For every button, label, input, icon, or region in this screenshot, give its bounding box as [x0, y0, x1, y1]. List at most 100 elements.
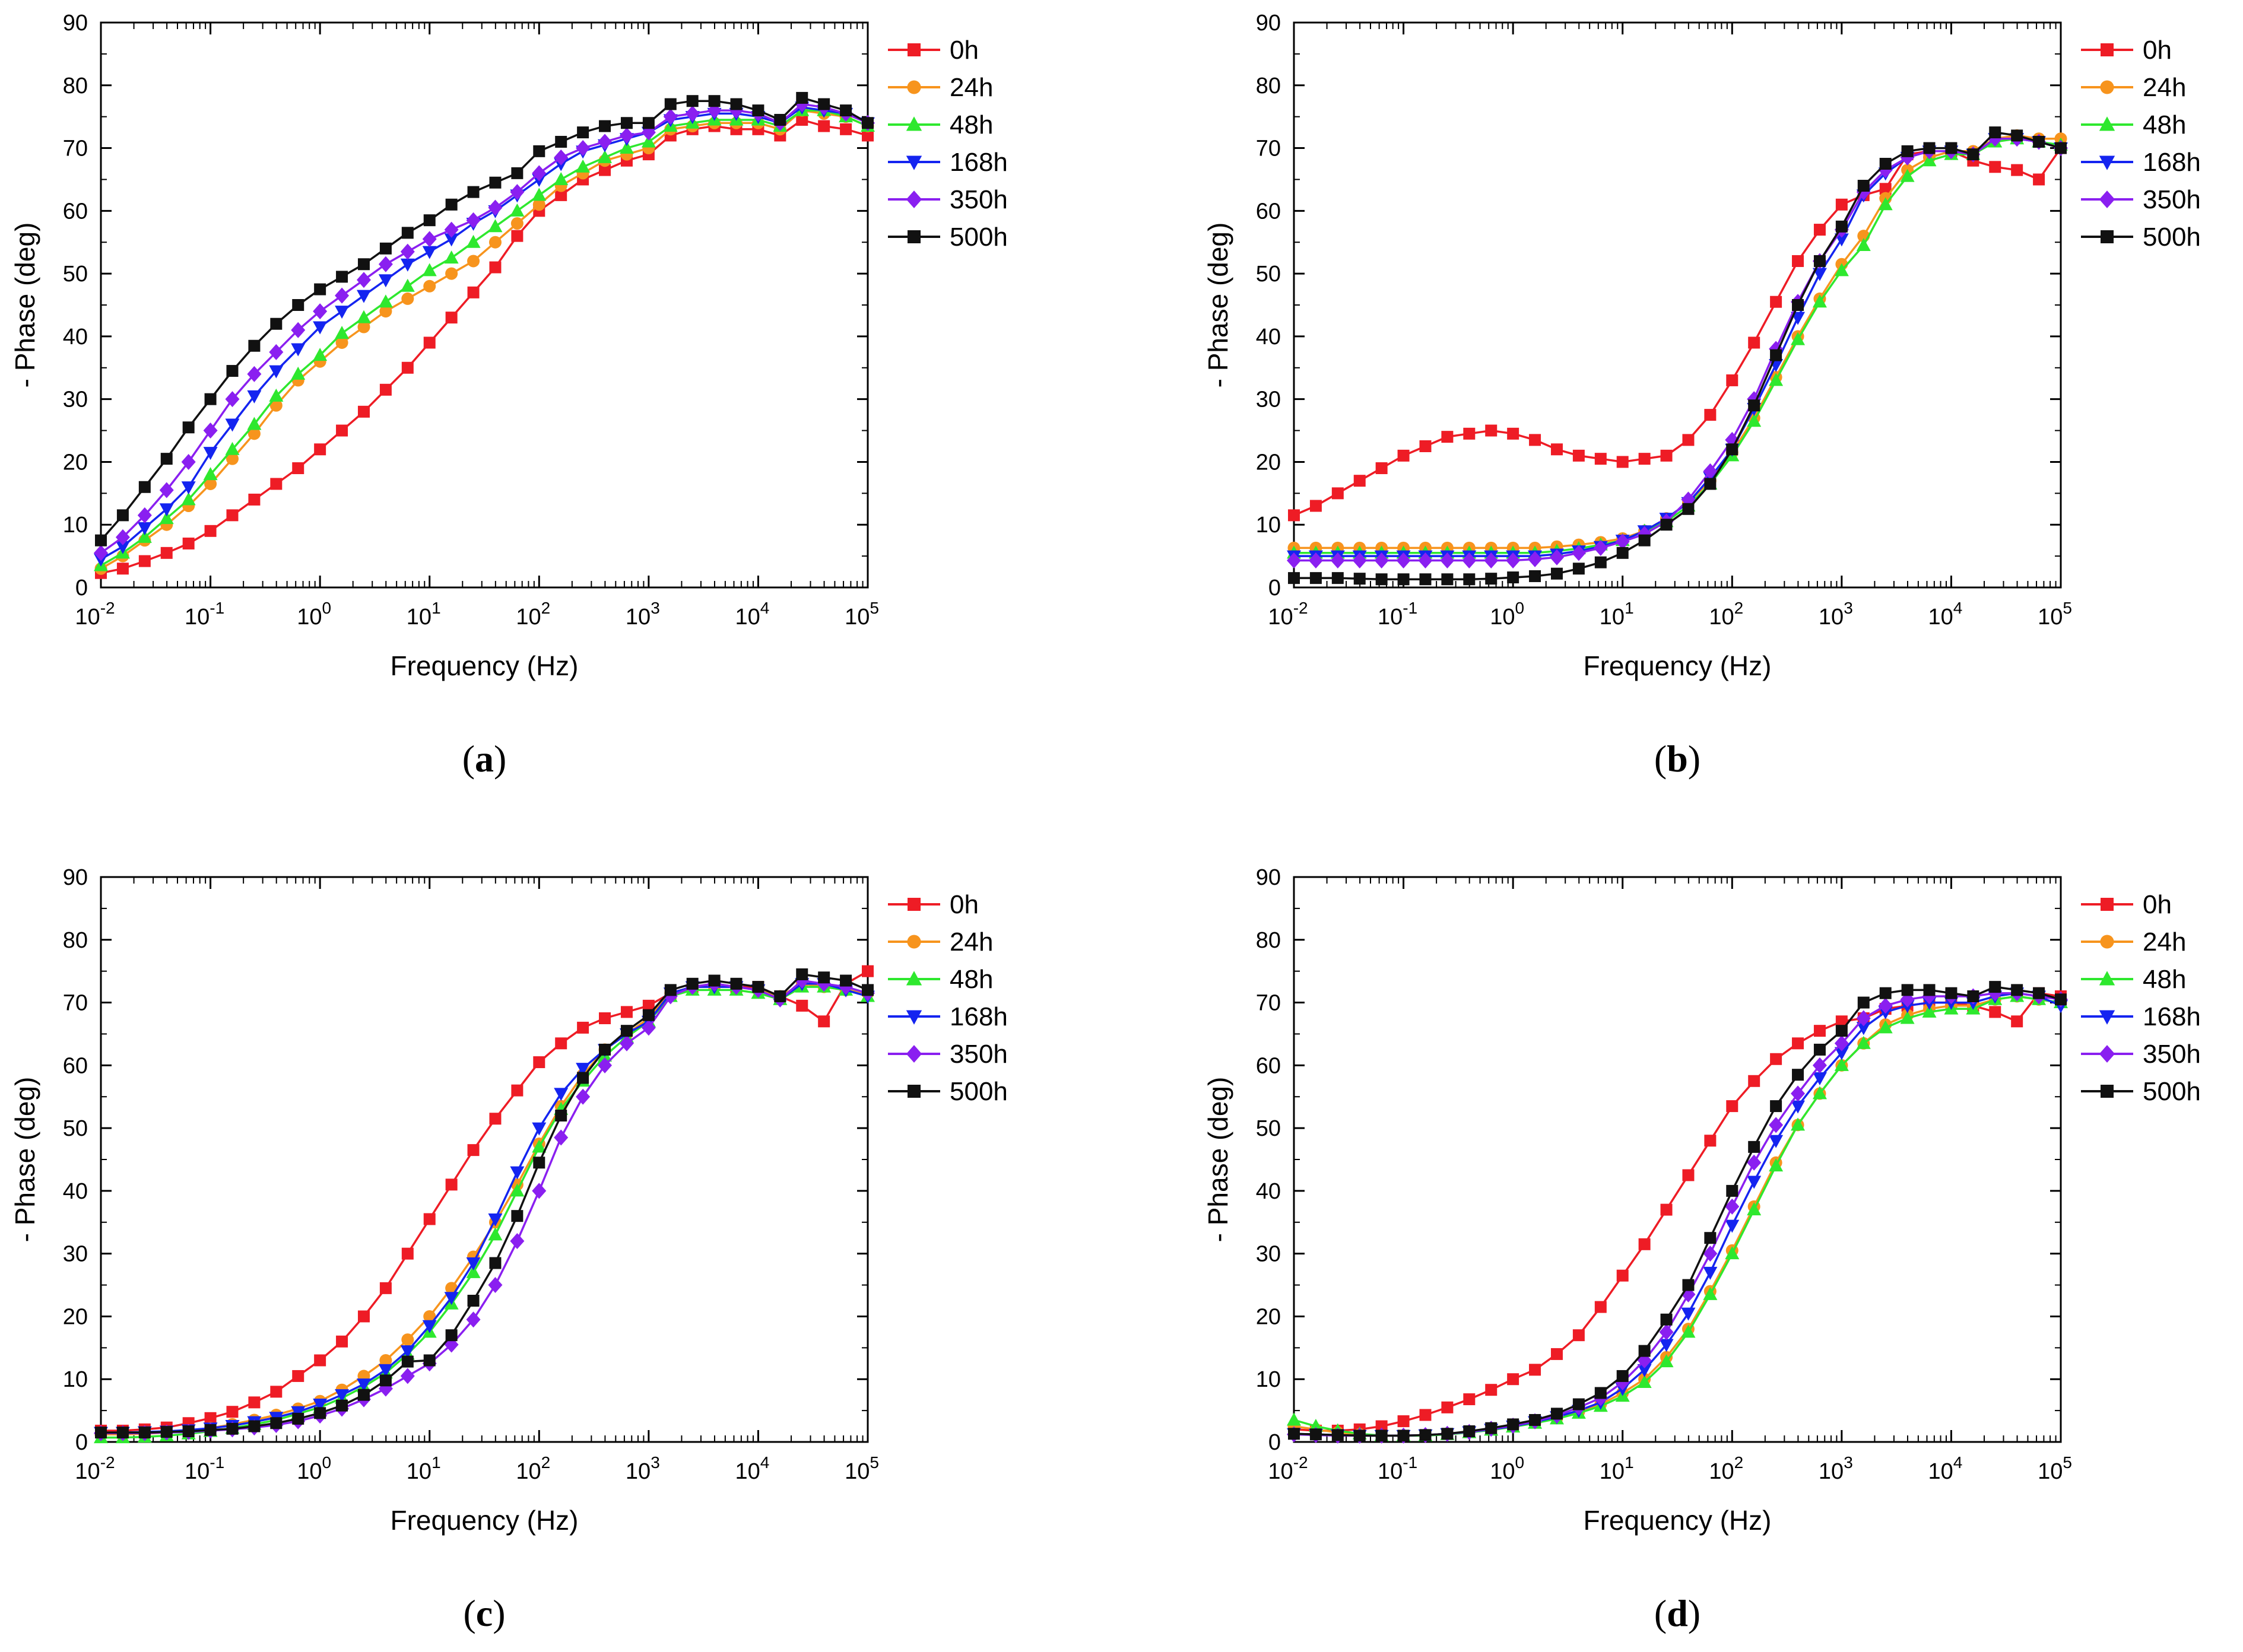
data-point-350h — [532, 165, 547, 182]
x-tick-exponent: 3 — [1844, 1453, 1853, 1472]
legend-label-350h: 350h — [2143, 185, 2201, 214]
y-tick-label: 40 — [1256, 1179, 1281, 1204]
data-point-48h — [1725, 1246, 1740, 1260]
data-point-350h — [1725, 1198, 1740, 1215]
data-point-168h — [203, 447, 218, 460]
data-point-500h — [314, 1407, 326, 1419]
x-tick-exponent: 3 — [651, 599, 660, 617]
data-point-0h — [620, 1006, 633, 1018]
legend-label-48h: 48h — [2143, 110, 2186, 139]
data-point-0h — [1792, 255, 1804, 267]
data-point-350h — [203, 422, 218, 439]
data-point-500h — [686, 95, 699, 107]
legend-marker-0h — [908, 43, 921, 56]
data-point-24h — [467, 255, 480, 268]
data-point-24h — [423, 1310, 436, 1323]
series-line-24h — [101, 982, 868, 1436]
data-point-0h — [248, 493, 261, 506]
caption-paren-open: ( — [1654, 1592, 1667, 1634]
data-point-168h — [444, 233, 459, 247]
data-point-24h — [379, 305, 392, 318]
data-point-0h — [292, 1370, 304, 1382]
x-tick-base: 10 — [516, 605, 541, 630]
data-point-0h — [796, 113, 808, 126]
data-point-48h — [1703, 1286, 1718, 1300]
data-point-500h — [2033, 135, 2045, 148]
data-point-48h — [532, 188, 547, 201]
data-point-500h — [1397, 573, 1410, 586]
data-point-500h — [1309, 1428, 1322, 1441]
data-point-350h — [378, 256, 393, 272]
data-point-48h — [554, 171, 569, 185]
data-point-350h — [510, 1233, 525, 1250]
data-point-350h — [598, 134, 613, 150]
data-point-500h — [796, 968, 808, 980]
series-line-0h — [1293, 992, 2061, 1432]
data-point-500h — [620, 1025, 633, 1037]
data-point-500h — [226, 365, 239, 377]
data-point-350h — [137, 507, 152, 523]
data-point-168h — [422, 1320, 437, 1333]
x-tick-base: 10 — [75, 1459, 100, 1484]
data-point-48h — [532, 1139, 547, 1153]
data-point-500h — [1638, 1345, 1651, 1357]
y-tick-label: 60 — [63, 1053, 88, 1078]
x-tick-label: 105 — [2038, 599, 2072, 630]
data-point-0h — [1835, 1015, 1848, 1028]
x-tick-label: 103 — [1819, 1453, 1853, 1484]
x-tick-base: 10 — [1490, 605, 1515, 630]
data-point-350h — [159, 482, 174, 498]
data-point-500h — [357, 258, 370, 271]
data-point-0h — [862, 129, 874, 142]
data-point-48h — [1812, 1086, 1827, 1100]
x-tick-exponent: 4 — [1953, 599, 1963, 617]
data-point-500h — [774, 113, 786, 126]
data-point-168h — [1637, 1364, 1652, 1377]
x-tick-label: 10-2 — [1268, 1453, 1308, 1484]
data-point-500h — [1594, 556, 1607, 568]
caption-paren-open: ( — [462, 738, 475, 780]
caption-paren-close: ) — [1688, 738, 1701, 780]
series-line-48h — [1294, 137, 2061, 554]
y-tick-label: 30 — [1256, 1242, 1281, 1267]
y-tick-label: 30 — [63, 387, 88, 412]
y-tick-label: 90 — [1256, 865, 1281, 890]
data-point-48h — [291, 366, 306, 380]
data-point-168h — [422, 246, 437, 259]
y-tick-label: 90 — [1256, 11, 1281, 36]
data-point-350h — [1440, 552, 1455, 569]
x-tick-base: 10 — [1928, 605, 1953, 630]
data-point-48h — [422, 263, 437, 277]
data-point-48h — [203, 467, 218, 481]
x-tick-label: 10-1 — [185, 599, 224, 630]
y-tick-label: 60 — [63, 199, 88, 224]
series-0h — [1288, 142, 2067, 522]
legend-label-350h: 350h — [950, 1040, 1008, 1069]
data-point-500h — [1879, 158, 1892, 170]
data-point-24h — [401, 1333, 414, 1346]
x-tick-exponent: 0 — [1515, 1453, 1524, 1472]
data-point-0h — [445, 1178, 458, 1191]
data-point-500h — [248, 339, 261, 352]
x-tick-base: 10 — [1490, 1459, 1515, 1484]
data-point-500h — [1967, 990, 1979, 1002]
data-point-350h — [1308, 552, 1323, 569]
x-tick-exponent: 5 — [2063, 599, 2072, 617]
x-tick-exponent: 2 — [1734, 1453, 1744, 1472]
x-tick-exponent: 0 — [1515, 599, 1524, 617]
data-point-0h — [1550, 443, 1563, 456]
series-500h — [1288, 126, 2067, 586]
x-tick-base: 10 — [1378, 605, 1403, 630]
series-24h — [1287, 129, 2067, 554]
data-point-500h — [292, 299, 304, 311]
data-point-48h — [1922, 153, 1937, 167]
data-point-0h — [1660, 449, 1673, 462]
data-point-0h — [1660, 1203, 1673, 1216]
data-point-0h — [1704, 1135, 1717, 1147]
data-point-500h — [599, 1043, 611, 1056]
data-point-350h — [1878, 997, 1893, 1014]
x-tick-exponent: -2 — [100, 599, 115, 617]
series-line-500h — [1293, 986, 2061, 1437]
data-point-48h — [1747, 1202, 1762, 1216]
